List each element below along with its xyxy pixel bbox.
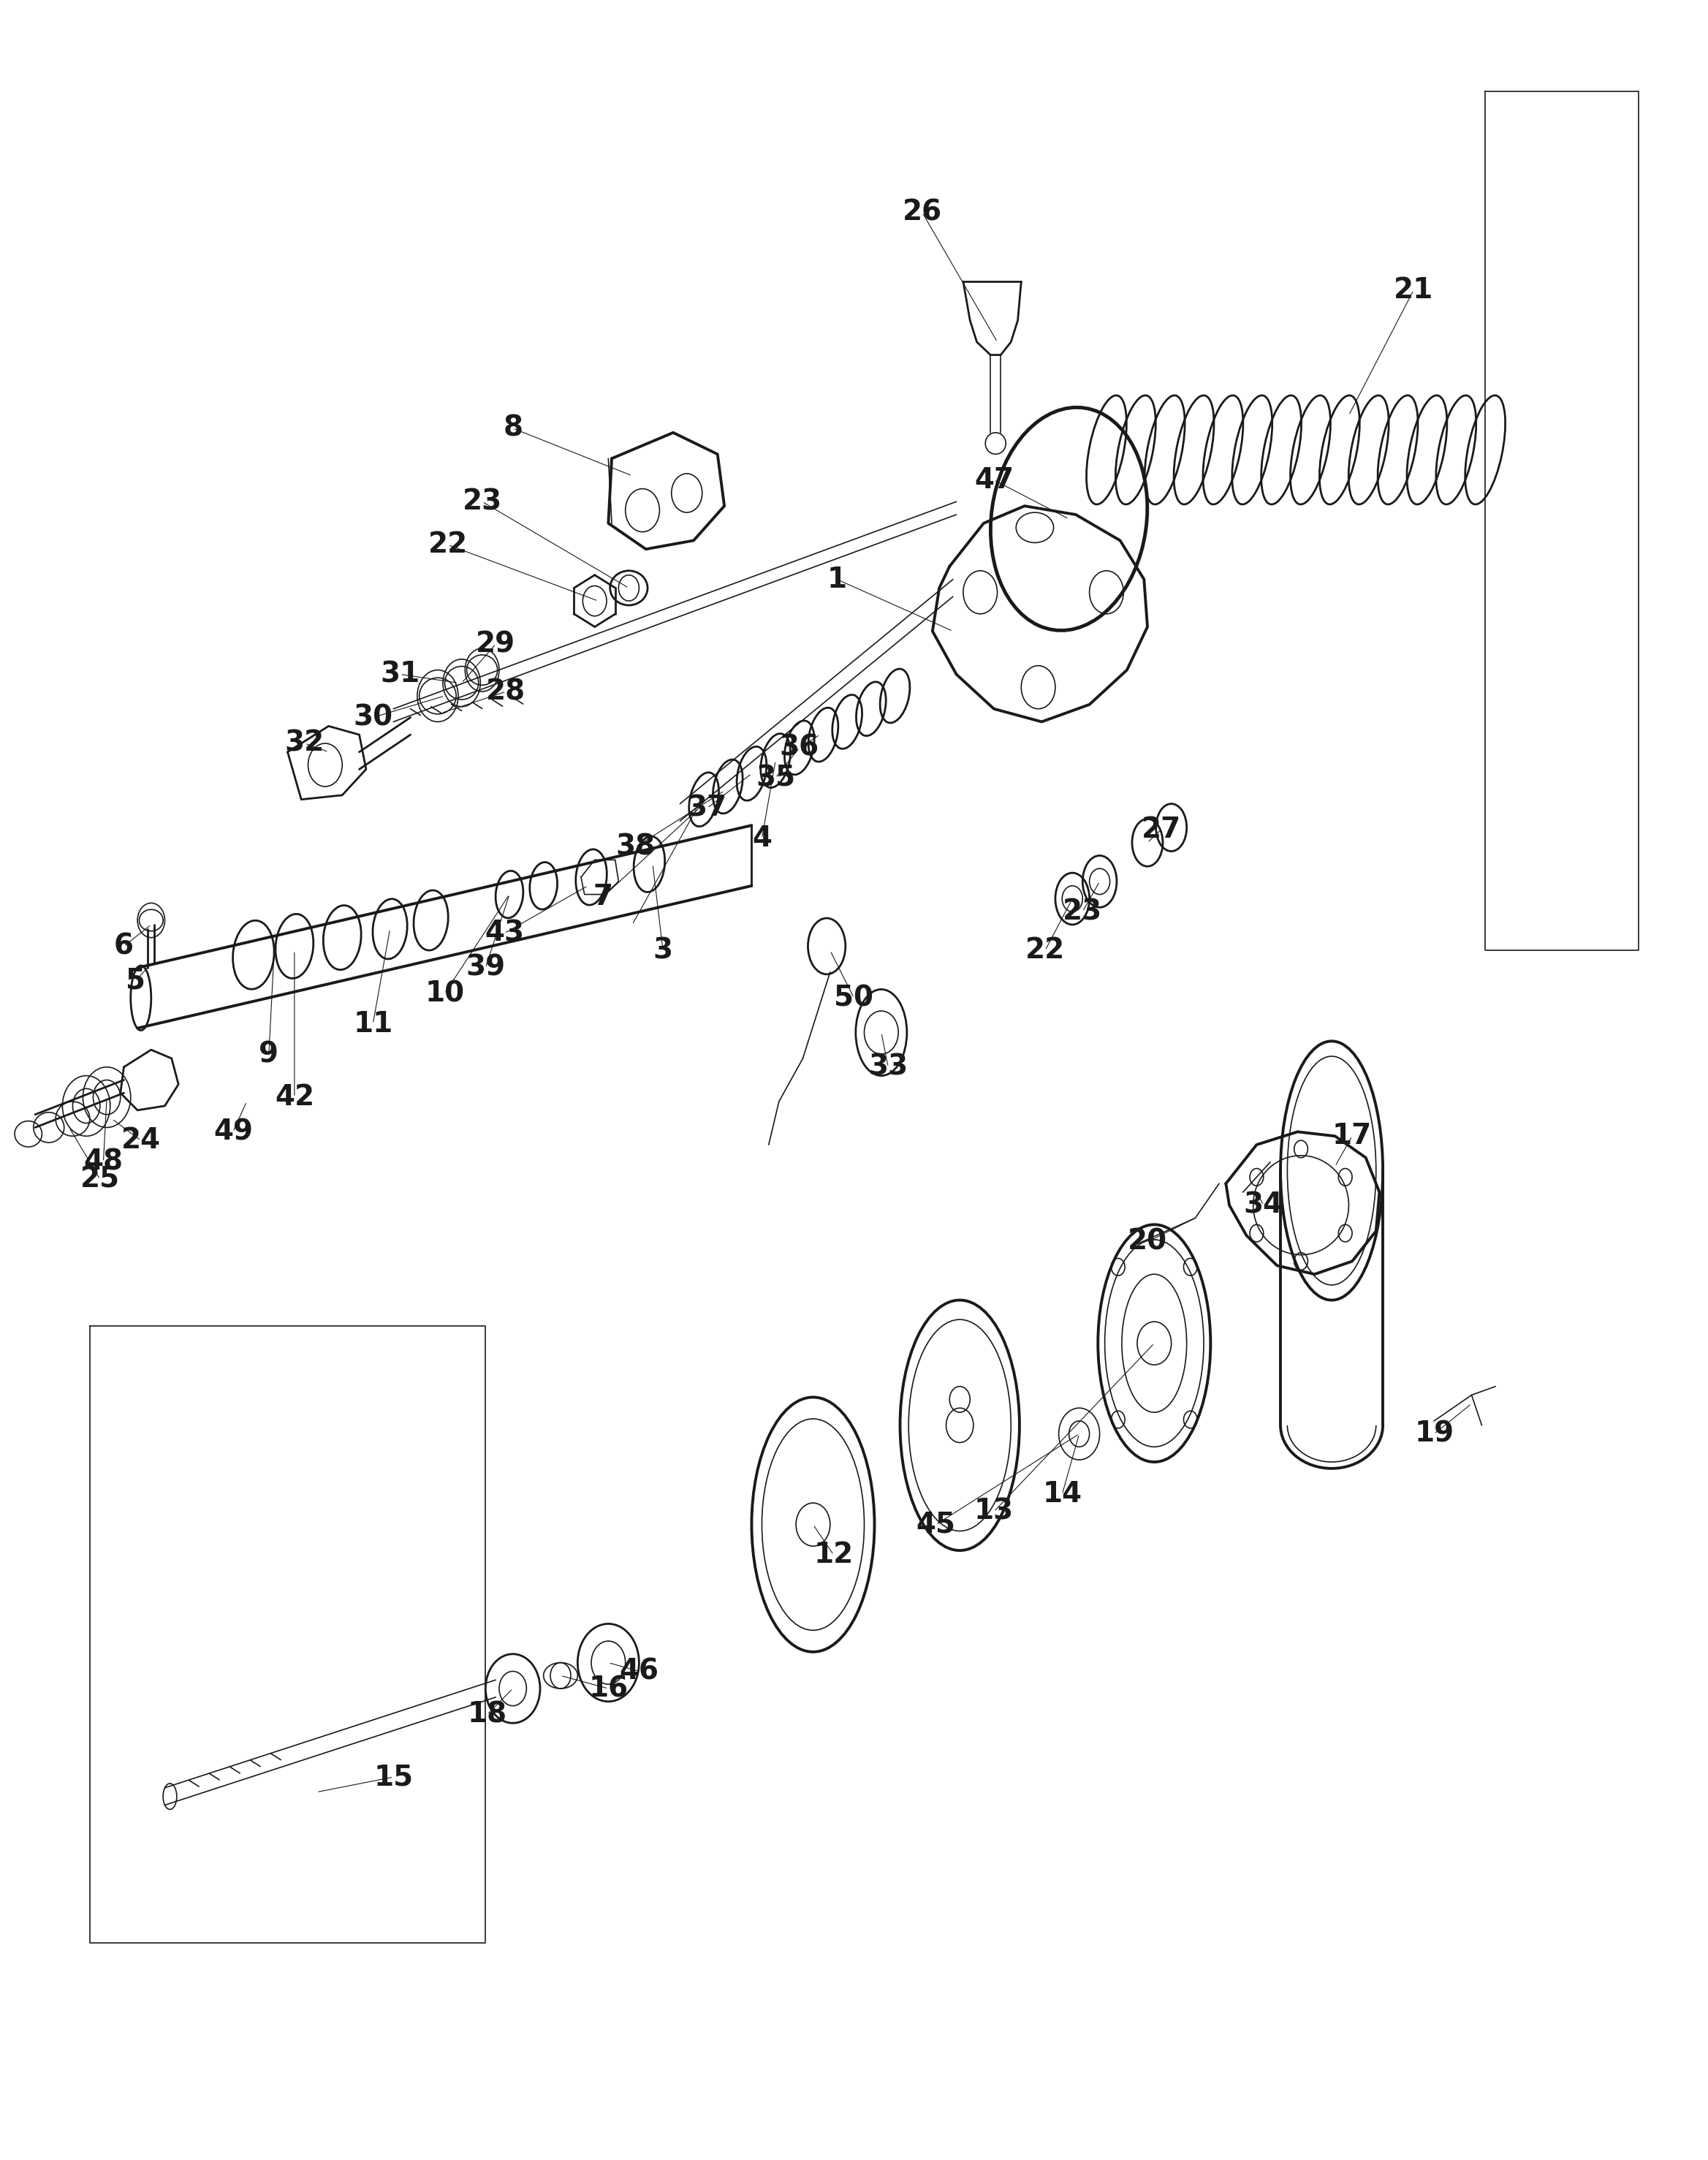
Text: 1: 1 [827, 566, 847, 594]
Text: 10: 10 [425, 981, 465, 1007]
Text: 20: 20 [1127, 1227, 1167, 1255]
Text: 18: 18 [468, 1700, 507, 1728]
Text: 42: 42 [275, 1084, 314, 1110]
Text: 16: 16 [589, 1674, 629, 1702]
Text: 35: 35 [755, 765, 796, 793]
Text: 21: 21 [1394, 276, 1433, 305]
Text: 39: 39 [466, 955, 506, 981]
Text: 26: 26 [902, 199, 943, 227]
Text: 6: 6 [114, 933, 133, 959]
Text: 29: 29 [477, 631, 516, 659]
Text: 25: 25 [80, 1166, 120, 1192]
Text: 22: 22 [429, 531, 468, 559]
Text: 23: 23 [463, 488, 502, 516]
Text: 50: 50 [834, 985, 874, 1011]
Text: 12: 12 [813, 1540, 854, 1568]
Text: 14: 14 [1042, 1480, 1081, 1508]
Text: 11: 11 [354, 1011, 393, 1037]
Text: 8: 8 [502, 415, 523, 443]
Text: 23: 23 [1062, 899, 1102, 927]
Text: 15: 15 [374, 1763, 413, 1791]
Text: 4: 4 [752, 825, 772, 853]
Text: 34: 34 [1243, 1192, 1283, 1218]
Text: 43: 43 [485, 920, 524, 946]
Text: 7: 7 [593, 883, 613, 912]
Text: 22: 22 [1025, 937, 1064, 963]
Text: 24: 24 [121, 1128, 161, 1153]
Text: 9: 9 [260, 1041, 278, 1067]
Text: 27: 27 [1141, 816, 1180, 845]
Text: 37: 37 [687, 795, 728, 823]
Text: 17: 17 [1332, 1123, 1372, 1149]
Text: 30: 30 [354, 704, 393, 732]
Text: 19: 19 [1414, 1419, 1454, 1447]
Text: 47: 47 [974, 467, 1013, 495]
Text: 46: 46 [620, 1657, 659, 1685]
Text: 48: 48 [84, 1149, 123, 1175]
Text: 31: 31 [381, 661, 420, 689]
Text: 49: 49 [214, 1119, 253, 1145]
Text: 3: 3 [652, 937, 673, 963]
Text: 13: 13 [974, 1497, 1015, 1525]
Text: 5: 5 [126, 968, 145, 994]
Text: 45: 45 [915, 1510, 955, 1538]
Text: 32: 32 [285, 730, 325, 758]
Text: 28: 28 [487, 678, 526, 706]
Text: 38: 38 [617, 834, 656, 862]
Text: 33: 33 [868, 1054, 909, 1080]
Text: 36: 36 [779, 734, 820, 762]
